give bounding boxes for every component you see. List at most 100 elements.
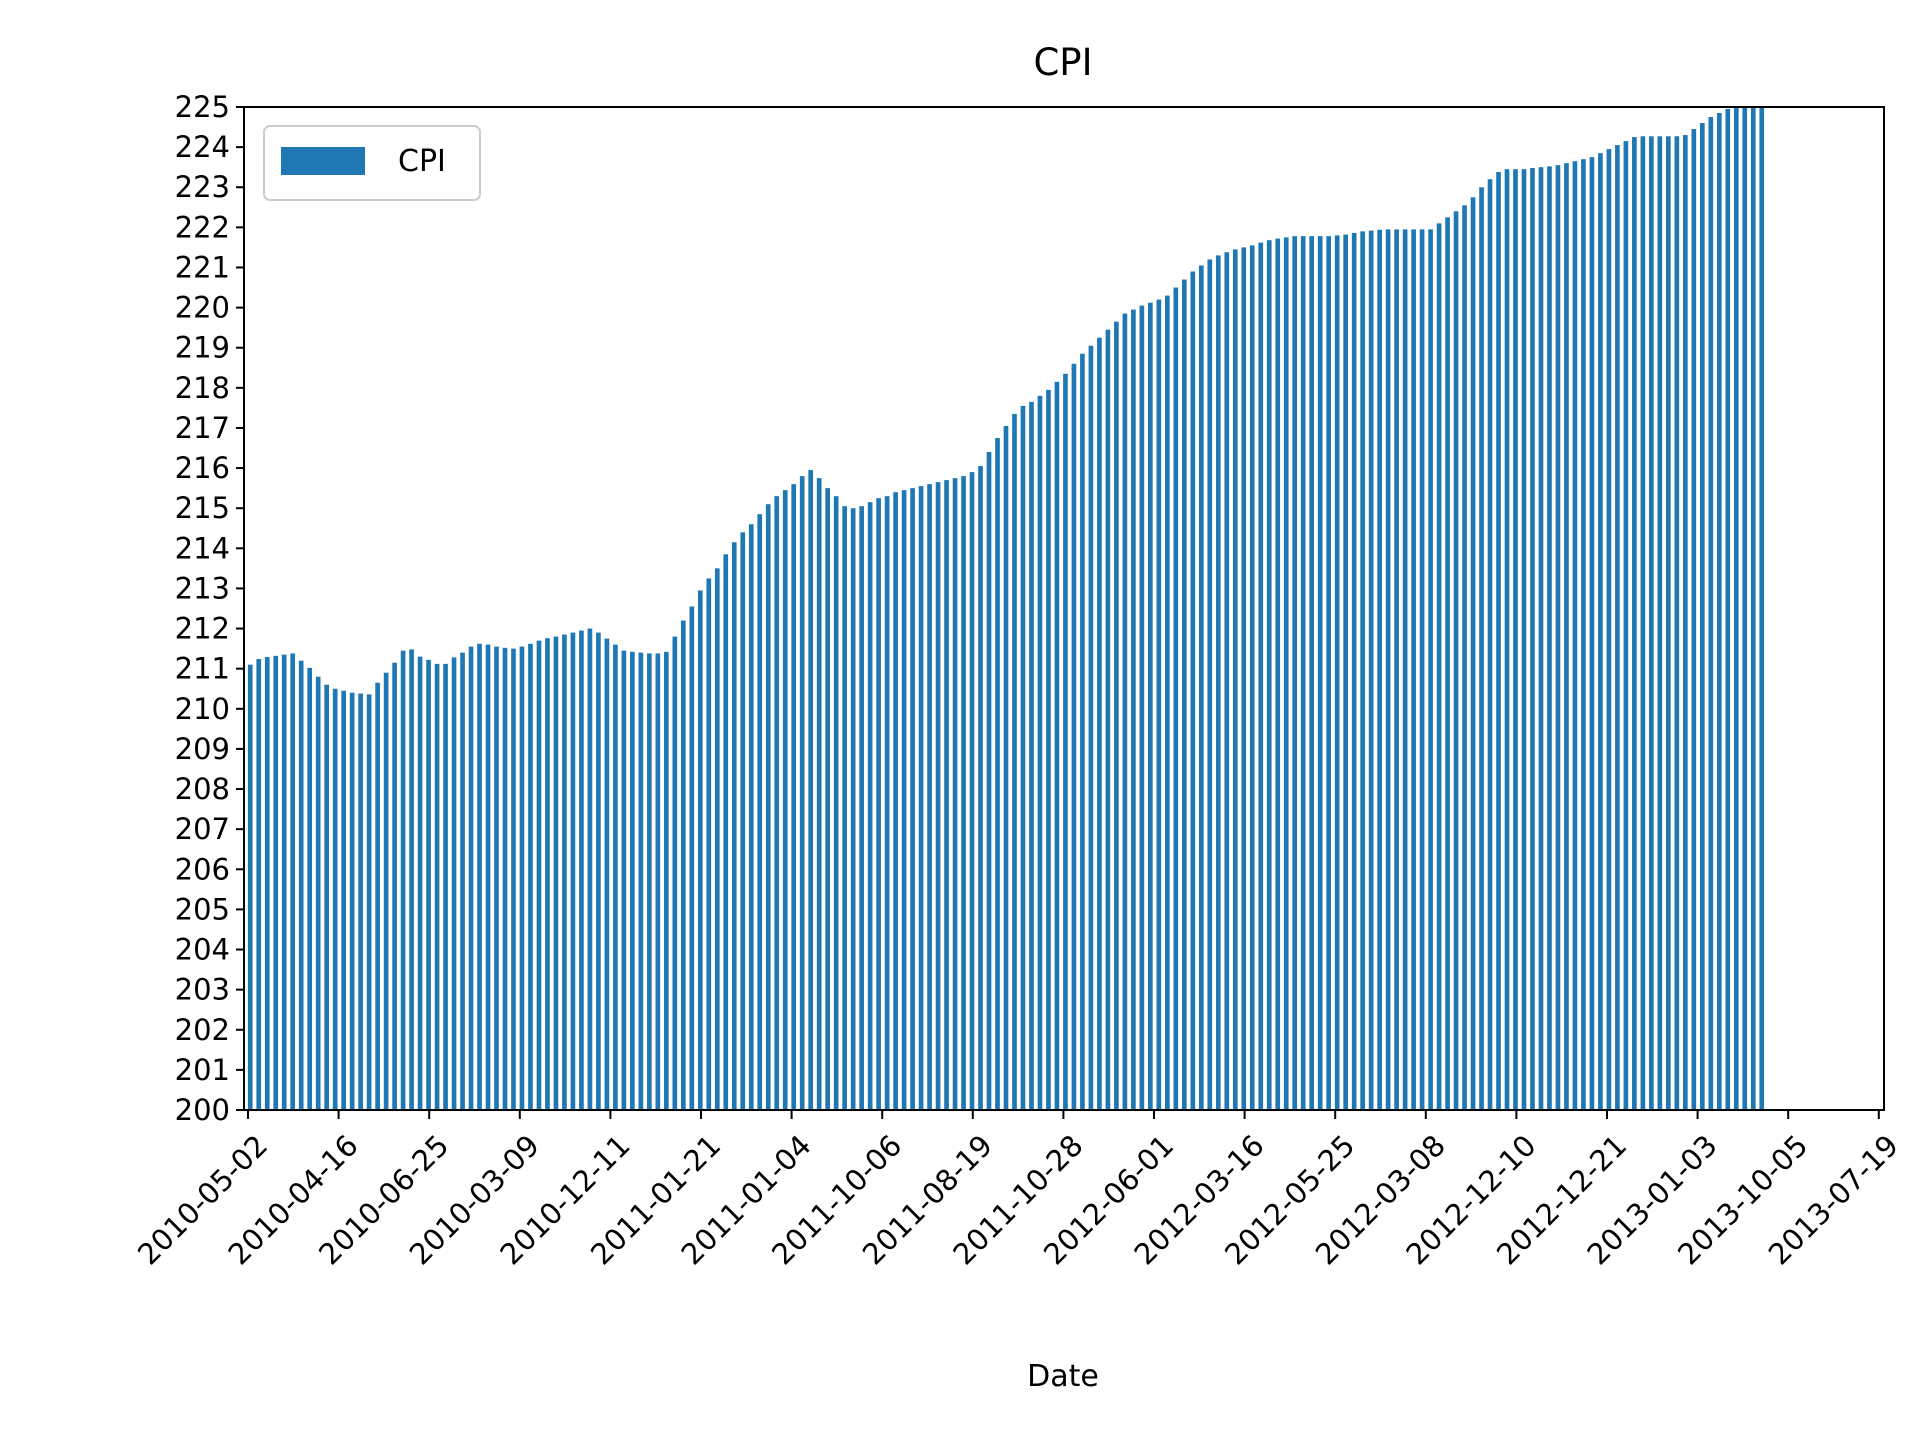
bar bbox=[1088, 345, 1094, 1111]
bar bbox=[1097, 337, 1102, 1110]
legend-label-cpi: CPI bbox=[398, 144, 446, 179]
bar bbox=[1640, 136, 1646, 1111]
bar bbox=[1470, 197, 1476, 1110]
bar bbox=[1215, 255, 1221, 1110]
bar bbox=[519, 646, 525, 1110]
bar bbox=[944, 480, 949, 1110]
bar bbox=[952, 478, 958, 1110]
bar bbox=[816, 478, 822, 1110]
bar bbox=[545, 638, 550, 1110]
bar bbox=[1241, 247, 1247, 1111]
bar bbox=[1445, 217, 1450, 1110]
bar bbox=[1122, 313, 1128, 1110]
bar bbox=[1080, 353, 1085, 1110]
bar bbox=[1742, 107, 1748, 1110]
bar bbox=[867, 502, 873, 1110]
bar bbox=[1538, 167, 1544, 1110]
bar bbox=[1657, 136, 1663, 1111]
bar bbox=[850, 508, 856, 1110]
bar bbox=[341, 690, 346, 1110]
bar bbox=[680, 620, 686, 1110]
bar bbox=[1198, 265, 1204, 1111]
bar bbox=[1699, 123, 1705, 1111]
bar bbox=[247, 664, 253, 1110]
y-tick-label: 222 bbox=[175, 210, 230, 244]
bar bbox=[281, 654, 287, 1110]
bar bbox=[1674, 136, 1680, 1111]
bar bbox=[893, 492, 898, 1110]
bar bbox=[1428, 229, 1433, 1110]
bar bbox=[1750, 107, 1756, 1110]
bar bbox=[782, 490, 788, 1110]
y-tick-label: 200 bbox=[175, 1093, 230, 1127]
y-tick-label: 208 bbox=[175, 772, 230, 806]
bar bbox=[1733, 107, 1739, 1110]
bar bbox=[1708, 117, 1714, 1110]
bar bbox=[910, 488, 915, 1110]
bar bbox=[1105, 329, 1111, 1110]
y-tick-label: 211 bbox=[175, 652, 230, 686]
bar bbox=[1207, 259, 1213, 1111]
bar bbox=[1385, 229, 1391, 1110]
bar bbox=[1224, 252, 1230, 1111]
bar bbox=[349, 692, 355, 1110]
bar bbox=[332, 688, 338, 1110]
y-tick-label: 203 bbox=[175, 973, 230, 1007]
bar bbox=[1479, 187, 1484, 1111]
y-tick-label: 223 bbox=[175, 170, 230, 204]
bar bbox=[672, 636, 678, 1110]
bar bbox=[1148, 302, 1153, 1110]
bar bbox=[630, 651, 635, 1110]
bar bbox=[553, 636, 559, 1110]
bar bbox=[689, 606, 695, 1110]
bar bbox=[1071, 363, 1077, 1110]
bar bbox=[978, 466, 983, 1110]
bar bbox=[697, 590, 703, 1110]
bar bbox=[570, 632, 576, 1110]
bar bbox=[409, 649, 414, 1110]
y-tick-label: 219 bbox=[175, 331, 230, 365]
bar bbox=[536, 640, 542, 1110]
bar bbox=[1598, 153, 1603, 1110]
bar bbox=[757, 514, 763, 1110]
bar bbox=[935, 482, 941, 1110]
bar bbox=[1309, 236, 1315, 1110]
bar bbox=[400, 650, 406, 1110]
bar bbox=[1292, 236, 1298, 1110]
bar bbox=[315, 676, 321, 1110]
bar bbox=[307, 667, 313, 1110]
bar bbox=[383, 672, 389, 1110]
bar bbox=[621, 650, 627, 1110]
bar bbox=[1615, 145, 1620, 1111]
bar bbox=[1317, 236, 1323, 1110]
bar bbox=[791, 484, 797, 1110]
bar bbox=[1649, 136, 1654, 1111]
bar bbox=[1173, 287, 1179, 1110]
bar bbox=[748, 524, 754, 1110]
bar bbox=[1564, 163, 1569, 1111]
bar bbox=[502, 647, 508, 1110]
bar bbox=[1759, 107, 1765, 1110]
bar bbox=[986, 452, 992, 1110]
bar bbox=[808, 470, 814, 1111]
bar bbox=[664, 651, 669, 1110]
y-tick-label: 206 bbox=[175, 852, 230, 886]
bar bbox=[1377, 229, 1382, 1110]
bar bbox=[1266, 240, 1272, 1110]
bar bbox=[1131, 309, 1136, 1110]
bar bbox=[1496, 171, 1501, 1111]
bar bbox=[264, 657, 270, 1110]
x-axis-label: Date bbox=[1027, 1359, 1099, 1394]
bar bbox=[1513, 169, 1518, 1110]
bar bbox=[1181, 279, 1187, 1110]
bar bbox=[638, 652, 644, 1110]
bar bbox=[1054, 381, 1060, 1110]
bar bbox=[1716, 113, 1722, 1110]
bar bbox=[1547, 166, 1552, 1110]
bar bbox=[579, 630, 584, 1110]
y-tick-label: 214 bbox=[175, 531, 230, 565]
bar bbox=[528, 643, 533, 1110]
bar bbox=[434, 663, 440, 1110]
y-tick-label: 207 bbox=[175, 812, 230, 846]
